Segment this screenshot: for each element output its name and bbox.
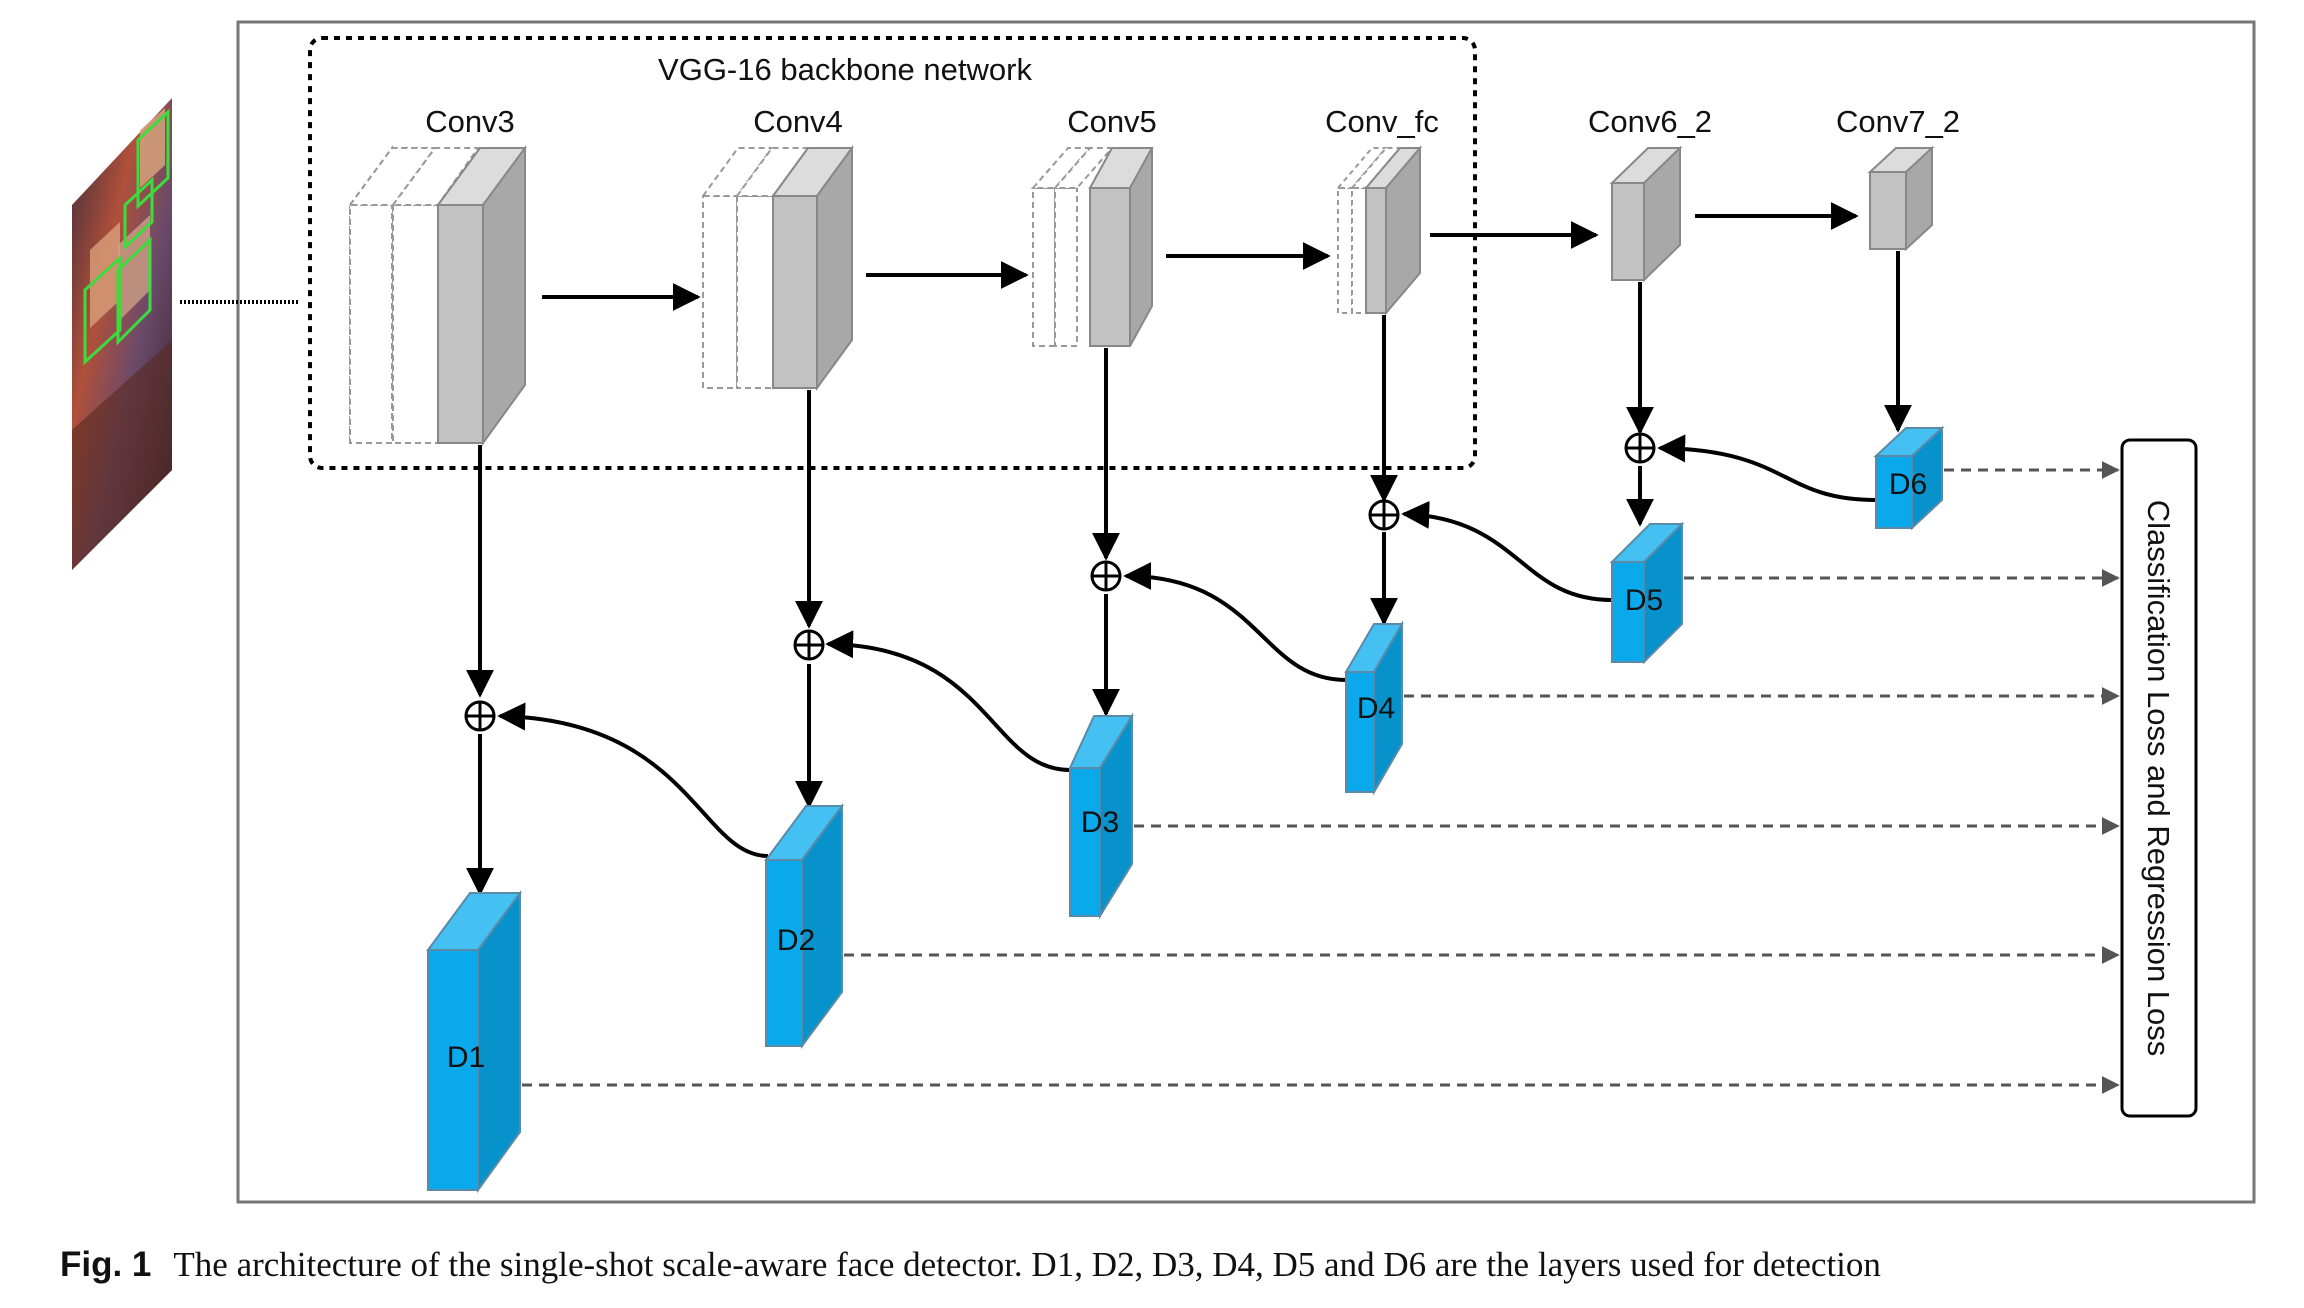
d4-label: D4 [1357, 692, 1395, 725]
caption-text: The architecture of the single-shot scal… [173, 1245, 1881, 1284]
sum-node-4 [1368, 499, 1400, 531]
arrow-d3-to-sum2 [825, 630, 1071, 772]
d3-label: D3 [1081, 806, 1119, 839]
d5-block: D5 [1609, 521, 1685, 665]
conv7-2-block [1867, 145, 1935, 252]
arrow-d6-to-sum5 [1657, 434, 1877, 502]
d5-label: D5 [1625, 584, 1663, 617]
d2-block: D2 [764, 802, 844, 1050]
sum-node-1 [464, 700, 496, 732]
d1-block: D1 [426, 889, 522, 1194]
conv5-block [1030, 147, 1154, 347]
figure-caption: Fig. 1 The architecture of the single-sho… [60, 1245, 1881, 1285]
d2-label: D2 [777, 924, 815, 957]
d6-label: D6 [1889, 468, 1927, 501]
architecture-diagram: VGG-16 backbone network Conv3 Conv4 Conv… [72, 20, 2256, 1204]
loss-label: Classification Loss and Regression Loss [2141, 500, 2176, 1057]
arrow-d2-to-sum1 [497, 702, 769, 858]
sum-node-5 [1624, 432, 1656, 464]
conv6-2-label: Conv6_2 [1588, 104, 1712, 139]
arrow-d5-to-sum4 [1401, 500, 1613, 602]
conv5-label: Conv5 [1067, 104, 1157, 139]
backbone-label: VGG-16 backbone network [658, 52, 1032, 87]
input-image [72, 98, 172, 570]
d3-block: D3 [1068, 712, 1134, 920]
conv4-label: Conv4 [753, 104, 843, 139]
conv4-block [701, 144, 854, 392]
conv3-block [348, 144, 527, 447]
figure-label: Fig. 1 [60, 1245, 152, 1284]
conv-fc-label: Conv_fc [1325, 104, 1439, 139]
d4-block: D4 [1344, 620, 1404, 796]
loss-box [2120, 438, 2198, 1118]
arrow-d4-to-sum3 [1123, 562, 1347, 682]
conv-fc-block [1335, 145, 1423, 316]
conv6-2-block [1609, 145, 1683, 283]
outer-frame [236, 20, 2256, 1204]
d1-label: D1 [447, 1041, 485, 1074]
d6-block: D6 [1873, 425, 1945, 531]
sum-node-3 [1090, 560, 1122, 592]
conv3-label: Conv3 [425, 104, 515, 139]
conv7-2-label: Conv7_2 [1836, 104, 1960, 139]
sum-node-2 [793, 629, 825, 661]
